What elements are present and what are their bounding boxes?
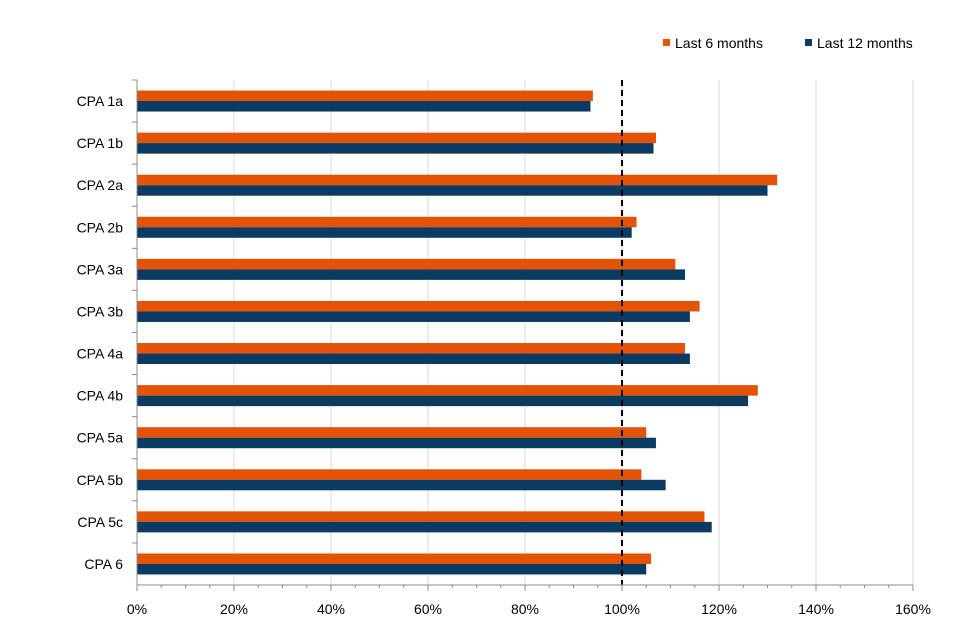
bar-last-12-months: [137, 395, 749, 407]
bar-last-12-months: [137, 311, 690, 322]
bar-last-6-months: [137, 90, 593, 102]
bar-last-6-months: [137, 385, 758, 396]
bar-last-6-months: [137, 174, 778, 186]
x-tick-label: 120%: [701, 601, 737, 617]
x-tick-label: 40%: [317, 601, 345, 617]
category-label: CPA 1b: [77, 135, 124, 151]
x-tick-label: 100%: [604, 601, 640, 617]
bar-last-12-months: [137, 479, 666, 491]
bar-last-6-months: [137, 343, 686, 354]
x-tick-label: 80%: [511, 601, 539, 617]
legend-swatch-last-12-months: [805, 39, 812, 46]
bar-last-6-months: [137, 216, 637, 228]
x-tick-label: 140%: [798, 601, 834, 617]
legend: Last 6 months Last 12 months: [663, 35, 913, 51]
bar-last-12-months: [137, 521, 712, 533]
bar-last-6-months: [137, 427, 647, 438]
x-tick-label: 0%: [127, 601, 147, 617]
category-label: CPA 3b: [77, 303, 124, 319]
bar-last-12-months: [137, 185, 768, 196]
legend-label-last-6-months: Last 6 months: [675, 35, 763, 51]
bar-last-6-months: [137, 469, 642, 480]
category-label: CPA 4a: [77, 346, 124, 362]
axes: [132, 79, 913, 586]
bar-last-6-months: [137, 553, 652, 564]
bar-last-6-months: [137, 300, 700, 312]
category-label: CPA 1a: [77, 93, 124, 109]
legend-swatch-last-6-months: [663, 39, 670, 46]
bar-last-6-months: [137, 511, 705, 522]
bar-last-12-months: [137, 353, 690, 365]
category-label: CPA 5c: [77, 514, 123, 530]
category-labels: CPA 1a CPA 1b CPA 2a CPA 2b CPA 3a CPA 3b CPA …: [77, 93, 124, 572]
bar-last-12-months: [137, 143, 654, 154]
category-label: CPA 5a: [77, 430, 124, 446]
bar-last-12-months: [137, 269, 686, 280]
bars: [137, 90, 778, 575]
bar-last-6-months: [137, 258, 676, 270]
x-tick-label: 160%: [895, 601, 931, 617]
bar-last-12-months: [137, 101, 591, 112]
x-tick-label: 20%: [220, 601, 248, 617]
category-label: CPA 2b: [77, 219, 124, 235]
category-label: CPA 6: [84, 556, 123, 572]
category-label: CPA 4b: [77, 388, 124, 404]
x-axis-ticks: 0% 20% 40% 60% 80% 100% 120% 140% 160%: [127, 585, 931, 617]
x-tick-label: 60%: [414, 601, 442, 617]
bar-last-6-months: [137, 132, 656, 144]
bar-last-12-months: [137, 227, 632, 238]
legend-label-last-12-months: Last 12 months: [817, 35, 913, 51]
category-label: CPA 2a: [77, 177, 124, 193]
category-label: CPA 5b: [77, 472, 124, 488]
gridlines: [233, 80, 914, 585]
category-label: CPA 3a: [77, 261, 124, 277]
bar-last-12-months: [137, 563, 647, 575]
bar-last-12-months: [137, 437, 656, 449]
